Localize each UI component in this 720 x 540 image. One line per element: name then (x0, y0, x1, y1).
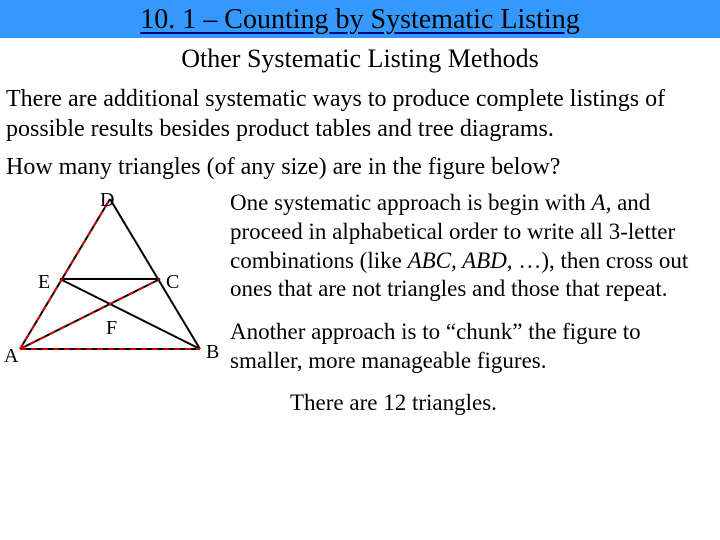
page-title: 10. 1 – Counting by Systematic Listing (140, 4, 579, 35)
vertex-c: C (166, 271, 179, 294)
answer-text: There are 12 triangles. (290, 390, 702, 416)
vertex-f: F (106, 317, 117, 340)
title-bar: 10. 1 – Counting by Systematic Listing (0, 0, 720, 38)
question-text: How many triangles (of any size) are in … (6, 154, 700, 181)
intro-text: There are additional systematic ways to … (6, 84, 700, 144)
paragraph-1: One systematic approach is begin with A,… (230, 189, 702, 304)
paragraph-2: Another approach is to “chunk” the figur… (230, 318, 702, 376)
p1-d: ABC, ABD, (408, 248, 519, 273)
vertex-a: A (4, 345, 18, 368)
vertex-e: E (38, 271, 50, 294)
explanation-column: One systematic approach is begin with A,… (230, 189, 720, 416)
vertex-d: D (100, 189, 114, 212)
triangle-figure (0, 189, 230, 379)
subtitle: Other Systematic Listing Methods (0, 44, 720, 74)
figure-container: D E C F A B (0, 189, 230, 416)
content-row: D E C F A B One systematic approach is b… (0, 189, 720, 416)
p1-b: A, (592, 190, 612, 215)
p1-a: One systematic approach is begin with (230, 190, 592, 215)
vertex-b: B (206, 341, 219, 364)
